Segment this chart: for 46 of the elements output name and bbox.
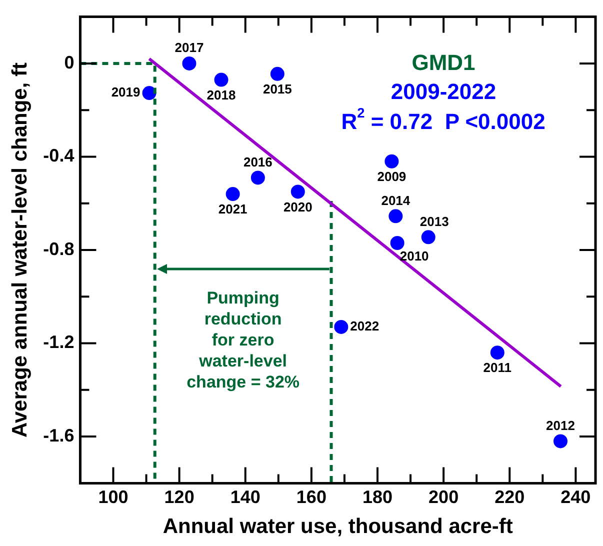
y-tick-label: -0.4 [43,146,74,166]
y-tick-label: -0.8 [43,238,74,259]
text: 2009-2022 [390,78,496,104]
y-tick-label: -1.6 [43,426,74,446]
x-tick-label: 240 [560,486,591,507]
x-tick-label: 200 [428,486,459,507]
point [421,230,436,244]
x-tick-label: 120 [164,486,194,507]
annotation: 2012 [546,418,575,433]
annotation: 2010 [400,248,429,264]
point [270,66,284,81]
point [390,236,404,250]
annotation: 2022 [350,318,380,334]
x-tick-label: 220 [494,486,525,507]
point [226,187,240,202]
x-tick-label: 100 [98,486,128,507]
text: GMD1 [412,50,476,75]
annotation: 2015 [262,82,292,97]
annotation: Pumping reduction for zero water-level change = 32% [186,288,300,392]
x-axis-title: Annual water use, thousand acre-ft [162,515,513,538]
annotation: 2021 [218,202,248,217]
annotation: 2009 [377,168,406,184]
point [334,320,348,334]
x-tick-label: 140 [230,486,260,507]
annotation: 2020 [283,199,312,214]
x-tick-label: 160 [296,486,326,507]
y-tick-label: -1.2 [43,332,74,352]
point [553,434,568,448]
point [182,56,196,70]
point [142,86,156,100]
x-tick-label: 180 [362,486,393,507]
point [384,154,399,168]
point [290,184,305,199]
point [490,346,504,360]
annotation: 2016 [243,154,272,170]
point [250,170,265,185]
annotation: 2017 [174,40,204,56]
y-axis-title: Average annual water-level change, ft [8,62,32,438]
annotation: 2014 [381,192,411,208]
point [214,72,228,87]
annotation: 2018 [206,87,236,102]
point [388,209,403,224]
annotation: 2013 [420,214,449,229]
y-tick-label: 0 [64,52,74,72]
annotation: 2019 [111,84,140,100]
annotation: 2011 [483,360,512,376]
